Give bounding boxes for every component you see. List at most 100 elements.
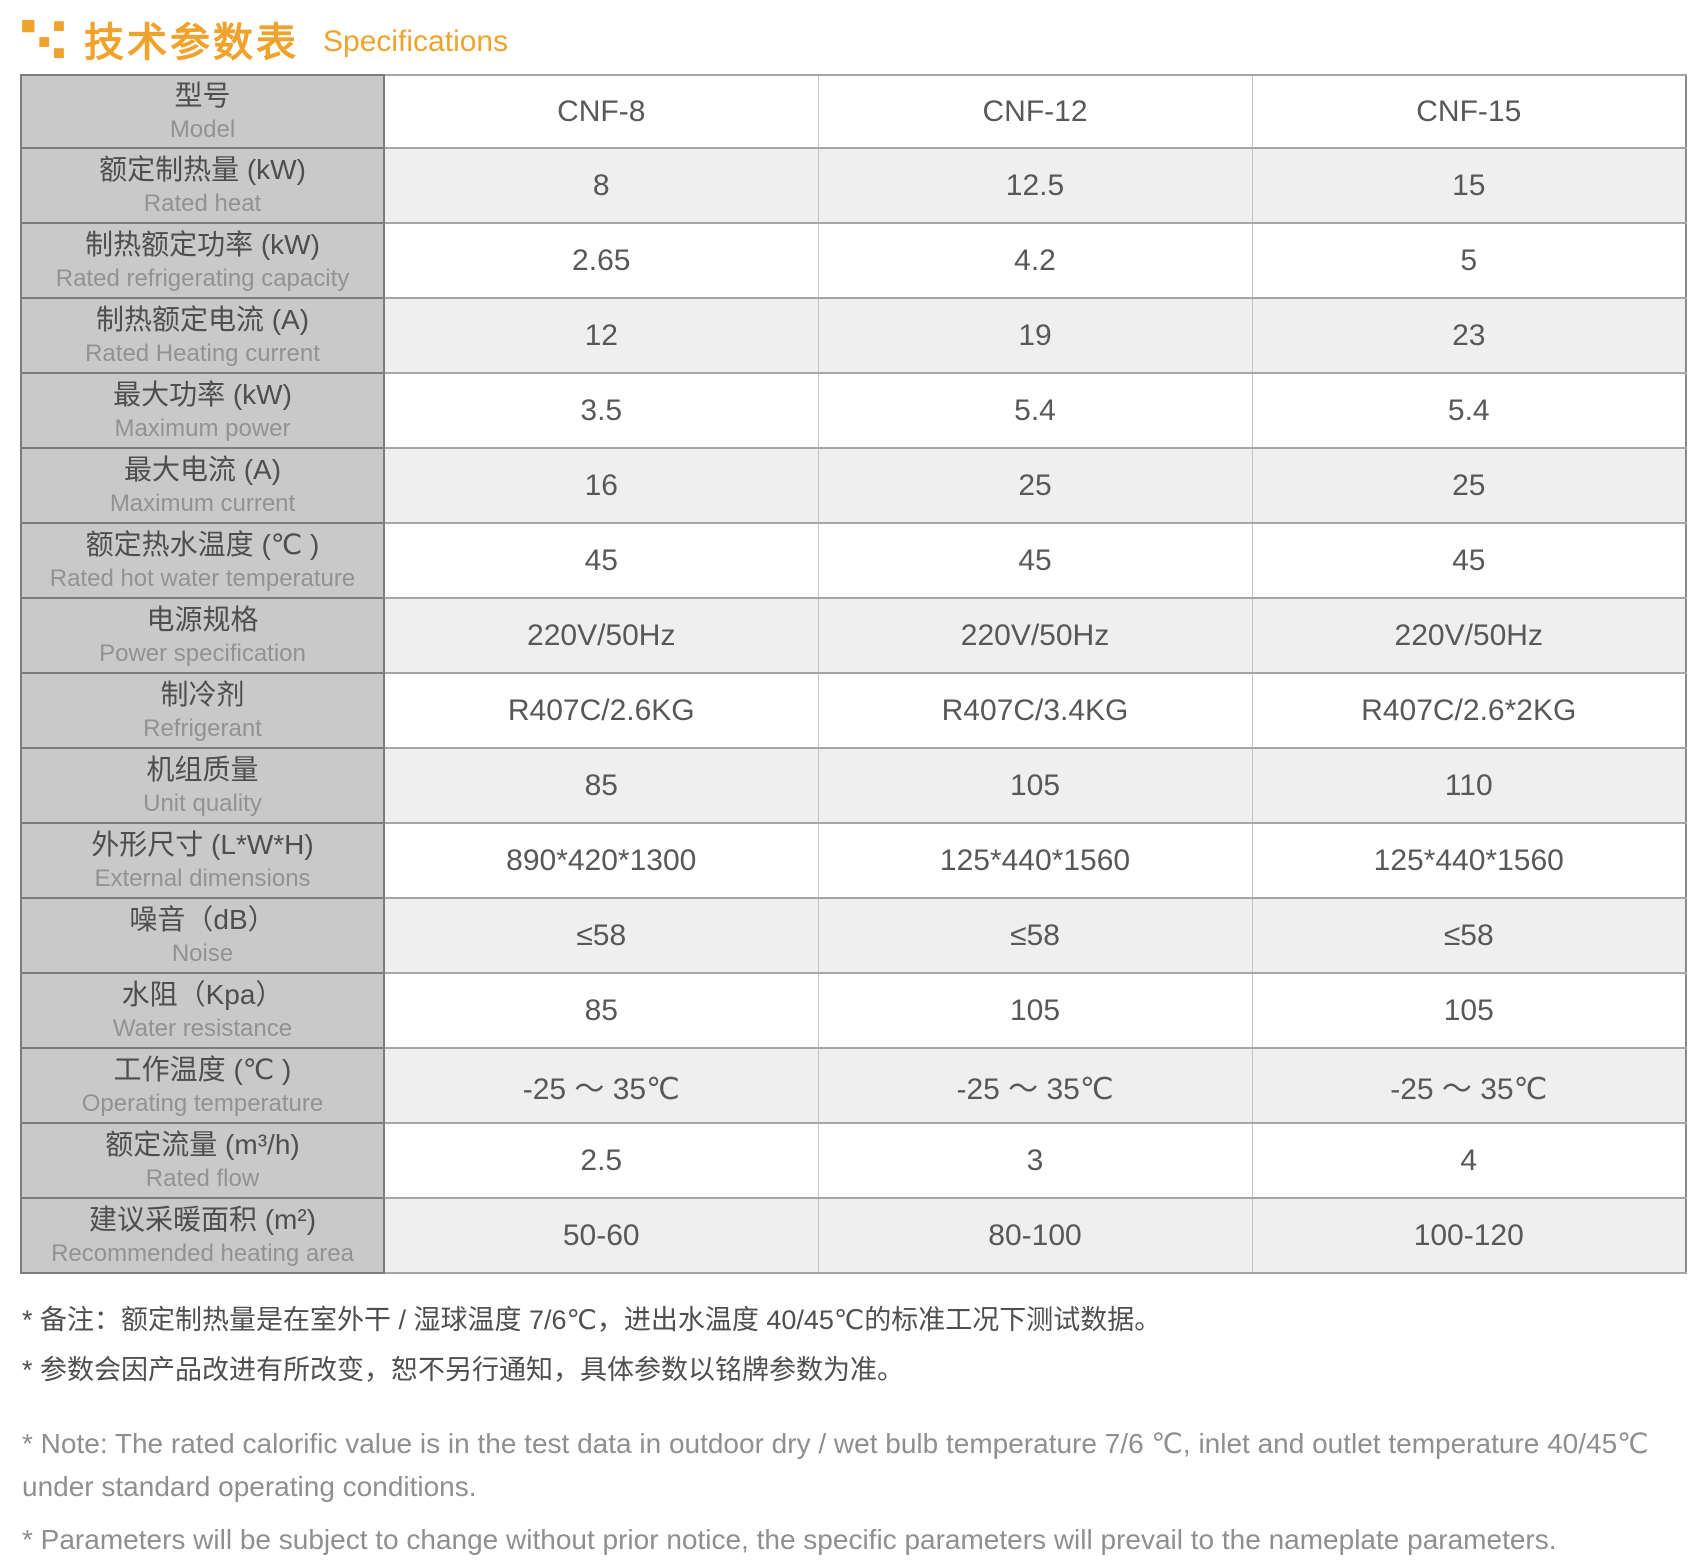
value-cell: 3.5 — [383, 372, 819, 449]
value-cell: R407C/2.6*2KG — [1251, 672, 1687, 749]
row-label-cell: 机组质量 Unit quality — [20, 747, 385, 824]
row-label-zh: 额定流量 (m³/h) — [105, 1129, 300, 1161]
value-cell: 12.5 — [817, 147, 1253, 224]
value-cell: 45 — [1251, 522, 1687, 599]
table-row: 最大功率 (kW) Maximum power 3.5 5.4 5.4 — [20, 372, 1687, 449]
row-label-zh: 外形尺寸 (L*W*H) — [91, 829, 314, 861]
row-label-cell: 外形尺寸 (L*W*H) External dimensions — [20, 822, 385, 899]
model-label-zh: 型号 — [174, 80, 231, 112]
value-cell: 80-100 — [817, 1197, 1253, 1274]
row-label-cell: 最大功率 (kW) Maximum power — [20, 372, 385, 449]
footnotes: * 备注：额定制热量是在室外干 / 湿球温度 7/6℃，进出水温度 40/45℃… — [22, 1302, 1705, 1562]
row-label-zh: 制冷剂 — [160, 679, 245, 711]
value-cell: 85 — [383, 972, 819, 1049]
table-row: 噪音（dB） Noise ≤58 ≤58 ≤58 — [20, 897, 1687, 974]
value-cell: 45 — [817, 522, 1253, 599]
value-cell: 12 — [383, 297, 819, 374]
value-cell: 4.2 — [817, 222, 1253, 299]
row-label-en: Power specification — [99, 640, 306, 668]
value-cell: -25 ～ 35℃ — [1251, 1047, 1687, 1124]
row-label-cell: 建议采暖面积 (m²) Recommended heating area — [20, 1197, 385, 1274]
value-cell: R407C/2.6KG — [383, 672, 819, 749]
row-label-cell: 制冷剂 Refrigerant — [20, 672, 385, 749]
row-label-zh: 制热额定功率 (kW) — [85, 229, 320, 261]
value-cell: 105 — [1251, 972, 1687, 1049]
value-cell: 16 — [383, 447, 819, 524]
row-label-en: Rated refrigerating capacity — [55, 265, 350, 293]
table-row: 电源规格 Power specification 220V/50Hz 220V/50H… — [20, 597, 1687, 674]
value-cell: ≤58 — [383, 897, 819, 974]
table-row: 工作温度 (℃ ) Operating temperature -25 ～ 35℃ -… — [20, 1047, 1687, 1124]
value-cell: -25 ～ 35℃ — [383, 1047, 819, 1124]
row-label-en: Refrigerant — [143, 715, 262, 743]
table-row: 额定热水温度 (℃ ) Rated hot water temperature 45… — [20, 522, 1687, 599]
row-label-cell: 额定制热量 (kW) Rated heat — [20, 147, 385, 224]
row-label-zh: 最大功率 (kW) — [113, 379, 292, 411]
value-cell: 25 — [1251, 447, 1687, 524]
row-label-cell: 工作温度 (℃ ) Operating temperature — [20, 1047, 385, 1124]
model-column-header: CNF-8 — [383, 74, 819, 149]
footnote-en: * Note: The rated calorific value is in … — [22, 1427, 1649, 1502]
footnote-zh: * 备注：额定制热量是在室外干 / 湿球温度 7/6℃，进出水温度 40/45℃… — [22, 1305, 1162, 1335]
value-cell: 2.5 — [383, 1122, 819, 1199]
value-cell: 15 — [1251, 147, 1687, 224]
row-label-en: Maximum power — [114, 415, 291, 443]
row-label-zh: 制热额定电流 (A) — [95, 304, 310, 336]
table-row: 额定流量 (m³/h) Rated flow 2.5 3 4 — [20, 1122, 1687, 1199]
row-label-cell: 噪音（dB） Noise — [20, 897, 385, 974]
value-cell: 220V/50Hz — [1251, 597, 1687, 674]
value-cell: 19 — [817, 297, 1253, 374]
value-cell: 4 — [1251, 1122, 1687, 1199]
value-cell: 100-120 — [1251, 1197, 1687, 1274]
row-label-zh: 额定制热量 (kW) — [99, 154, 306, 186]
table-row: 水阻（Kpa） Water resistance 85 105 105 — [20, 972, 1687, 1049]
footnote-en: * Parameters will be subject to change w… — [22, 1524, 1557, 1556]
value-cell: ≤58 — [817, 897, 1253, 974]
row-label-cell: 额定流量 (m³/h) Rated flow — [20, 1122, 385, 1199]
row-label-cell: 最大电流 (A) Maximum current — [20, 447, 385, 524]
value-cell: 5.4 — [1251, 372, 1687, 449]
table-row: 制冷剂 Refrigerant R407C/2.6KG R407C/3.4KG R407… — [20, 672, 1687, 749]
value-cell: 125*440*1560 — [817, 822, 1253, 899]
value-cell: 220V/50Hz — [817, 597, 1253, 674]
row-label-en: Unit quality — [143, 790, 262, 818]
row-label-en: Recommended heating area — [51, 1240, 354, 1268]
value-cell: 8 — [383, 147, 819, 224]
table-row: 机组质量 Unit quality 85 105 110 — [20, 747, 1687, 824]
model-label-en: Model — [169, 116, 236, 144]
value-cell: 890*420*1300 — [383, 822, 819, 899]
row-label-en: Operating temperature — [81, 1090, 324, 1118]
table-header-row: 型号 Model CNF-8 CNF-12 CNF-15 — [20, 74, 1687, 149]
spec-table-body: 额定制热量 (kW) Rated heat 8 12.5 15 制热额定功率 (kW) Ra… — [20, 147, 1687, 1274]
value-cell: 125*440*1560 — [1251, 822, 1687, 899]
table-row: 额定制热量 (kW) Rated heat 8 12.5 15 — [20, 147, 1687, 224]
page-title: 技术参数表 — [84, 21, 299, 65]
row-label-zh: 机组质量 — [146, 754, 259, 786]
row-label-en: External dimensions — [94, 865, 311, 893]
page-header: 技术参数表 Specifications — [0, 0, 1705, 66]
row-label-en: Rated flow — [145, 1165, 260, 1193]
table-row: 制热额定功率 (kW) Rated refrigerating capacity 2… — [20, 222, 1687, 299]
model-header-cell: 型号 Model — [20, 74, 385, 149]
row-label-zh: 最大电流 (A) — [123, 454, 282, 486]
row-label-en: Water resistance — [112, 1015, 293, 1043]
value-cell: ≤58 — [1251, 897, 1687, 974]
value-cell: 105 — [817, 972, 1253, 1049]
row-label-en: Rated hot water temperature — [49, 565, 356, 593]
row-label-en: Rated Heating current — [85, 340, 320, 368]
row-label-en: Rated heat — [143, 190, 262, 218]
row-label-zh: 建议采暖面积 (m²) — [88, 1204, 317, 1236]
table-row: 制热额定电流 (A) Rated Heating current 12 19 23 — [20, 297, 1687, 374]
row-label-cell: 制热额定功率 (kW) Rated refrigerating capacity — [20, 222, 385, 299]
row-label-zh: 工作温度 (℃ ) — [113, 1054, 292, 1086]
row-label-cell: 水阻（Kpa） Water resistance — [20, 972, 385, 1049]
row-label-cell: 额定热水温度 (℃ ) Rated hot water temperature — [20, 522, 385, 599]
value-cell: 220V/50Hz — [383, 597, 819, 674]
table-row: 建议采暖面积 (m²) Recommended heating area 50-60… — [20, 1197, 1687, 1274]
table-row: 最大电流 (A) Maximum current 16 25 25 — [20, 447, 1687, 524]
row-label-zh: 水阻（Kpa） — [121, 979, 284, 1011]
row-label-cell: 制热额定电流 (A) Rated Heating current — [20, 297, 385, 374]
value-cell: 25 — [817, 447, 1253, 524]
row-label-cell: 电源规格 Power specification — [20, 597, 385, 674]
model-column-header: CNF-12 — [817, 74, 1253, 149]
